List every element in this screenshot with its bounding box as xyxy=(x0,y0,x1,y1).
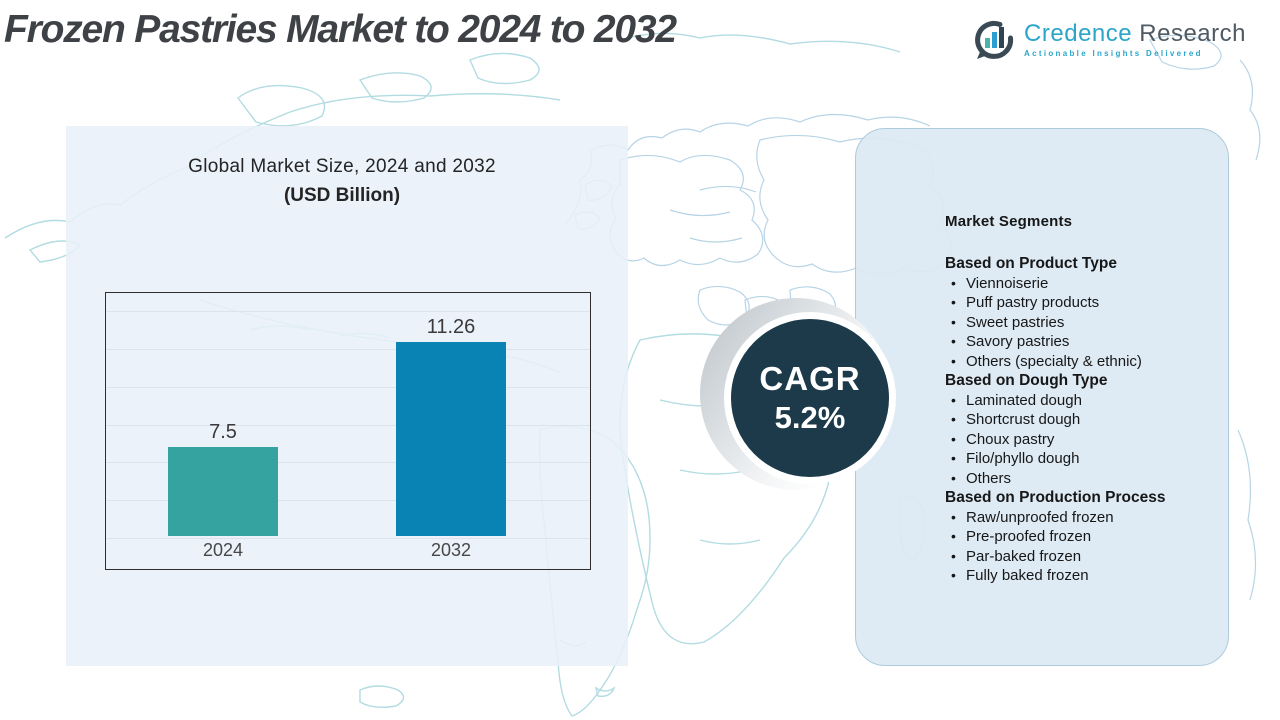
chart-gridline xyxy=(106,311,590,312)
segments-groups: Based on Product Type ViennoiseriePuff pa… xyxy=(945,254,1210,586)
chart-subtitle: (USD Billion) xyxy=(283,185,401,206)
segment-item: Others xyxy=(945,469,1210,489)
bar-value-label: 7.5 xyxy=(209,421,237,443)
segment-group-heading: Based on Product Type xyxy=(945,255,1117,272)
page-title: Frozen Pastries Market to 2024 to 2032 xyxy=(4,8,677,51)
chart-gridline xyxy=(106,538,590,539)
chart-gridline xyxy=(106,462,590,463)
chart-gridline xyxy=(106,500,590,501)
chart-gridline xyxy=(106,349,590,350)
brand-tagline: Actionable Insights Delivered xyxy=(1024,49,1203,58)
x-axis-label: 2032 xyxy=(430,540,472,560)
chart-gridline xyxy=(106,425,590,426)
segment-item: Raw/unproofed frozen xyxy=(945,508,1210,528)
segment-item: Viennoiserie xyxy=(945,274,1210,294)
cagr-label: CAGR xyxy=(759,360,861,397)
bar-2024 xyxy=(168,447,278,536)
segment-item: Filo/phyllo dough xyxy=(945,449,1210,469)
x-axis-label: 2024 xyxy=(202,540,244,560)
segment-item: Fully baked frozen xyxy=(945,566,1210,586)
brand-secondary: Research xyxy=(1139,20,1246,47)
segment-group-heading: Based on Production Process xyxy=(945,489,1166,506)
segment-item: Savory pastries xyxy=(945,332,1210,352)
segment-item: Par-baked frozen xyxy=(945,547,1210,567)
market-segments-panel: Market Segments Based on Product Type Vie… xyxy=(855,128,1229,666)
segment-item: Shortcrust dough xyxy=(945,410,1210,430)
market-size-panel: Global Market Size, 2024 and 2032 (USD B… xyxy=(66,126,628,666)
segment-item: Puff pastry products xyxy=(945,293,1210,313)
brand-name: Credence Research xyxy=(1024,22,1246,46)
logo-text: Credence Research Actionable Insights De… xyxy=(1024,22,1246,58)
chart-title: Global Market Size, 2024 and 2032 xyxy=(188,156,496,177)
cagr-badge: CAGR 5.2% xyxy=(700,296,900,500)
segment-item: Others (specialty & ethnic) xyxy=(945,352,1210,372)
chart-title-block: Global Market Size, 2024 and 2032 (USD B… xyxy=(99,156,585,207)
segment-item: Laminated dough xyxy=(945,391,1210,411)
segments-heading: Market Segments xyxy=(945,213,1073,230)
header: Frozen Pastries Market to 2024 to 2032 C… xyxy=(0,0,1280,62)
cagr-circle: CAGR 5.2% xyxy=(724,312,896,484)
bar-value-label: 11.26 xyxy=(426,316,476,338)
segment-item: Sweet pastries xyxy=(945,313,1210,333)
segment-item: Choux pastry xyxy=(945,430,1210,450)
cagr-value: 5.2% xyxy=(774,400,846,435)
brand-primary: Credence xyxy=(1024,20,1133,47)
segment-group-heading: Based on Dough Type xyxy=(945,372,1108,389)
chart-gridline xyxy=(106,387,590,388)
credence-research-logo: Credence Research Actionable Insights De… xyxy=(972,18,1246,62)
bar-2032 xyxy=(396,342,506,536)
segment-item: Pre-proofed frozen xyxy=(945,527,1210,547)
logo-bar-chart-icon xyxy=(975,20,1014,59)
bar-chart: 7.5 2024 11.26 2032 xyxy=(105,292,591,570)
